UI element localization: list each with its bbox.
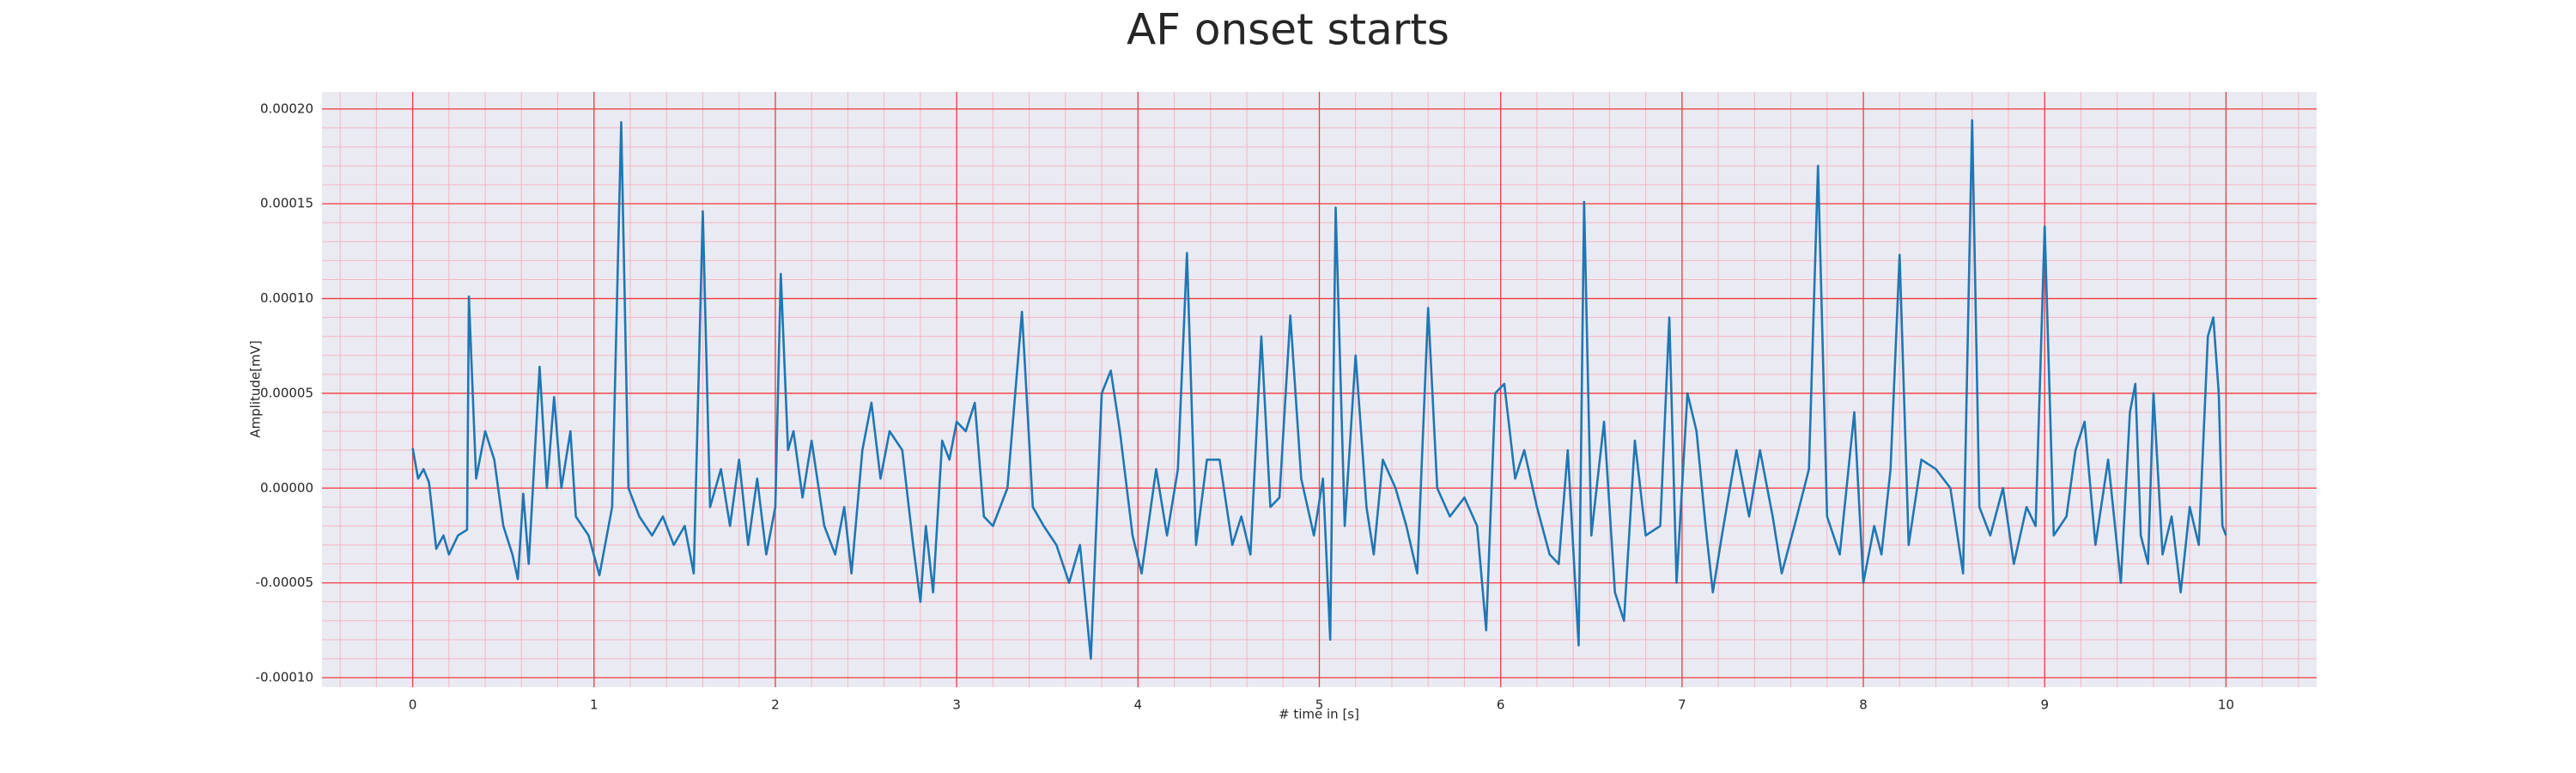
x-tick-label: 3: [952, 697, 961, 713]
y-tick-label: 0.00005: [260, 385, 313, 400]
x-tick-label: 2: [771, 697, 780, 713]
x-tick-label: 9: [2040, 697, 2049, 713]
x-tick-label: 6: [1497, 697, 1505, 713]
x-tick-label: 10: [2218, 697, 2234, 713]
y-axis-label: Amplitude[mV]: [248, 340, 264, 437]
x-tick-label: 5: [1315, 697, 1324, 713]
x-tick-label: 4: [1134, 697, 1143, 713]
y-tick-label: 0.00010: [260, 290, 313, 306]
y-tick-label: -0.00005: [256, 575, 313, 590]
x-axis-label: # time in [s]: [1279, 707, 1359, 722]
x-tick-label: 1: [590, 697, 598, 713]
y-tick-label: 0.00000: [260, 480, 313, 496]
signal-line: [411, 119, 2227, 660]
y-tick-label: -0.00010: [256, 669, 313, 685]
y-tick-label: 0.00020: [260, 100, 313, 116]
x-tick-label: 0: [409, 697, 417, 713]
y-tick-label: 0.00015: [260, 196, 313, 211]
x-tick-label: 7: [1678, 697, 1686, 713]
chart-title: AF onset starts: [1127, 5, 1449, 55]
x-tick-label: 8: [1859, 697, 1868, 713]
